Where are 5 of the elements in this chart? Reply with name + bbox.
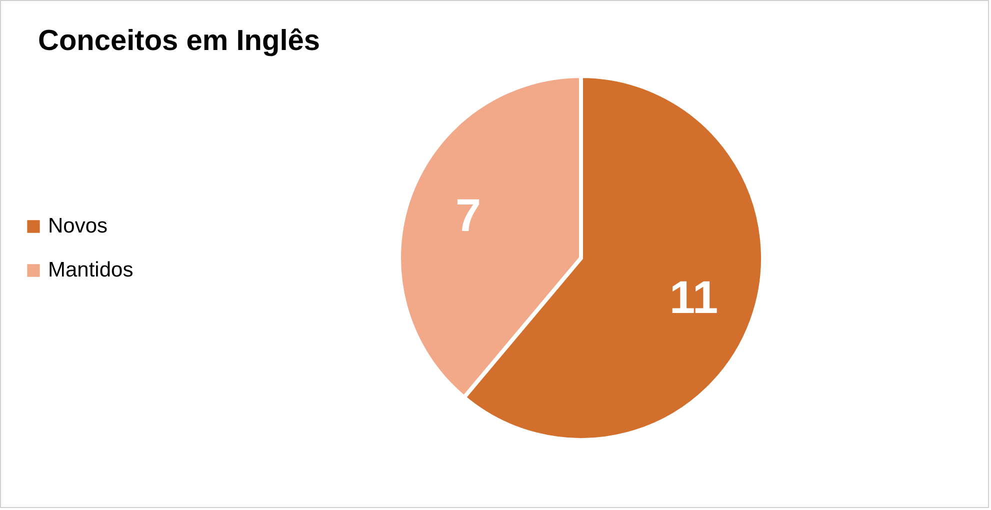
chart-title: Conceitos em Inglês [38,25,320,57]
legend-label: Novos [48,214,108,238]
data-label: 11 [669,271,718,324]
data-label: 7 [455,188,482,241]
legend-label: Mantidos [48,258,134,282]
